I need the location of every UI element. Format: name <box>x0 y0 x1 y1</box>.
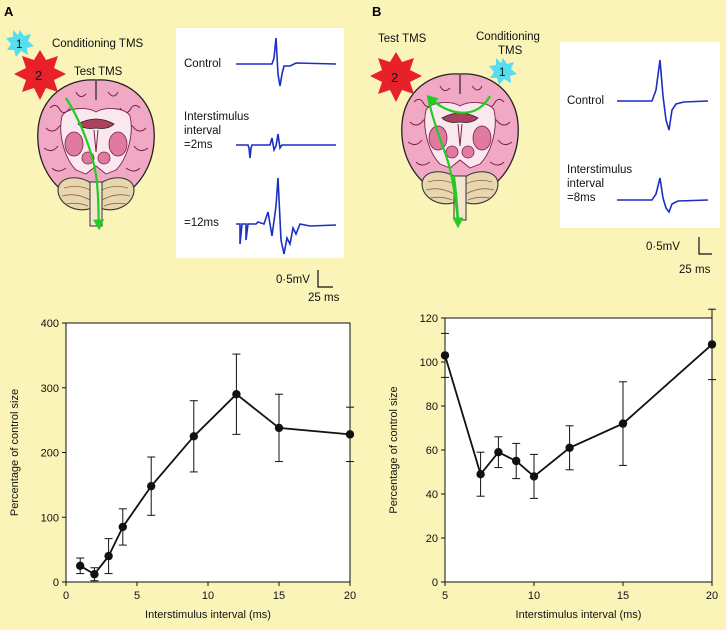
trace-box-a <box>176 28 344 258</box>
scale-ms-b: 25 ms <box>679 264 711 276</box>
conditioning-burst-number-b: 1 <box>499 67 505 79</box>
trace-label-isi-line1-a: Interstimulus <box>184 111 249 123</box>
chart-a-data-point <box>232 390 241 399</box>
chart-a-y-tick-label: 0 <box>53 577 59 589</box>
chart-b-data-point <box>494 448 503 457</box>
test-burst-number-b: 2 <box>391 70 398 85</box>
pathway-transcallosal-b <box>426 95 491 114</box>
chart-b-data-point <box>529 472 539 481</box>
scale-mv-b: 0·5mV <box>646 241 680 253</box>
chart-a-data-point <box>104 551 113 561</box>
chart-a-y-tick-label: 200 <box>41 448 59 460</box>
chart-b-x-axis-title: Interstimulus interval (ms) <box>516 609 642 621</box>
chart-b-x-tick-label: 10 <box>528 590 540 602</box>
chart-b-y-tick-label: 80 <box>426 401 438 413</box>
test-burst-icon-b <box>370 52 422 102</box>
chart-b-data-point <box>440 351 450 360</box>
chart-a-x-tick-label: 5 <box>134 590 140 602</box>
chart-b-x-tick-label: 5 <box>442 590 448 602</box>
scale-bar-b <box>698 237 712 255</box>
chart-b-y-tick-label: 60 <box>426 445 438 457</box>
test-tms-label-a: Test TMS <box>74 66 123 78</box>
trace-label-control-a: Control <box>184 58 221 70</box>
panel-a-letter: A <box>4 4 14 19</box>
conditioning-burst-icon-b <box>489 58 517 85</box>
chart-b-x-tick-label: 15 <box>617 590 629 602</box>
trace-box-b <box>560 42 720 228</box>
chart-b-data-point <box>565 443 574 452</box>
chart-b-data-point <box>512 456 521 466</box>
trace-label-isi-line3-a: =2ms <box>184 139 213 151</box>
chart-a-x-tick-label: 10 <box>202 590 214 602</box>
trace-label-control-b: Control <box>567 95 604 107</box>
trace-label-isi-line3-b: =8ms <box>567 192 596 204</box>
pathway-arrow-a <box>65 97 105 231</box>
chart-b-y-tick-label: 40 <box>426 489 438 501</box>
trace-isi12-a <box>236 177 337 255</box>
chart-b-y-tick-label: 20 <box>426 533 438 545</box>
chart-a-data-point <box>147 481 156 491</box>
trace-isi2-a <box>236 133 336 159</box>
trace-label-isi-line1-b: Interstimulus <box>567 164 632 176</box>
conditioning-burst-icon-a <box>6 30 34 57</box>
chart-a-data-point <box>90 570 99 579</box>
chart-b-y-tick-label: 100 <box>420 357 438 369</box>
chart-a-x-axis-title: Interstimulus interval (ms) <box>145 609 271 621</box>
trace-label-isi-line2-a: interval <box>184 125 221 137</box>
chart-b-data-point <box>476 470 485 479</box>
chart-a-y-axis-title: Percentage of control size <box>9 389 21 516</box>
chart-a-y-tick-label: 400 <box>41 318 59 330</box>
conditioning-burst-number-a: 1 <box>16 39 22 51</box>
chart-b-y-tick-label: 120 <box>420 313 438 325</box>
chart-a-x-tick-label: 15 <box>273 590 285 602</box>
chart-a-data-point <box>345 430 355 439</box>
test-tms-label-b: Test TMS <box>378 33 427 45</box>
pathway-descending-b <box>452 175 464 229</box>
chart-a-x-tick-label: 20 <box>344 590 356 602</box>
chart-b-plot-area <box>444 317 713 583</box>
test-burst-icon-a <box>14 50 66 100</box>
panel-b-letter: B <box>372 4 381 19</box>
trace-isi8-b <box>617 177 709 214</box>
chart-a-x-tick-label: 0 <box>63 590 69 602</box>
chart-a-data-point <box>118 522 128 532</box>
test-burst-number-a: 2 <box>35 68 42 83</box>
trace-label-isi12-a: =12ms <box>184 217 219 229</box>
scale-ms-a: 25 ms <box>308 292 340 304</box>
chart-a-data-point <box>274 423 284 433</box>
brain-coronal-illustration-b <box>401 73 519 221</box>
chart-b-data-point <box>707 340 717 349</box>
scale-mv-a: 0·5mV <box>276 274 310 286</box>
chart-a-data-point <box>76 561 85 571</box>
chart-b: 5 10 15 20 0 20 40 60 80 100 120 Interstimulus inte… <box>388 308 718 621</box>
chart-b-y-axis-title: Percentage of control size <box>388 386 400 513</box>
trace-control-a <box>236 37 337 87</box>
chart-b-y-tick-label: 0 <box>432 577 438 589</box>
chart-a-y-tick-label: 300 <box>41 383 59 395</box>
chart-b-x-tick-label: 20 <box>706 590 718 602</box>
conditioning-tms-label-line2-b: TMS <box>498 45 523 57</box>
chart-a-data-point <box>189 432 198 441</box>
conditioning-tms-label-a: Conditioning TMS <box>52 38 144 50</box>
chart-b-series-line <box>444 343 713 478</box>
trace-label-isi-line2-b: interval <box>567 178 604 190</box>
chart-b-data-point <box>618 419 628 428</box>
brain-coronal-illustration-a <box>37 79 155 227</box>
conditioning-tms-label-line1-b: Conditioning <box>476 31 540 43</box>
chart-a-y-tick-label: 100 <box>41 512 59 524</box>
scale-bar-a <box>317 270 333 288</box>
trace-control-b <box>617 59 709 131</box>
